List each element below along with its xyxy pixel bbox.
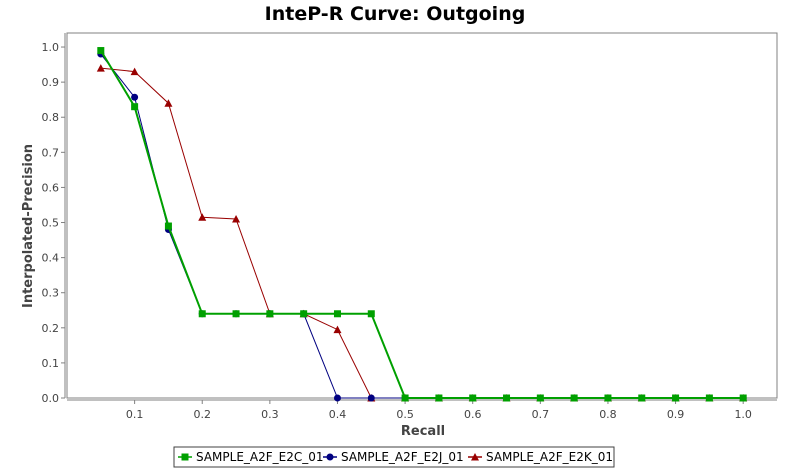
data-point (333, 325, 342, 334)
data-point (739, 394, 747, 402)
legend-label: SAMPLE_A2F_E2J_01 (341, 450, 464, 464)
y-tick-label: 1.0 (42, 41, 60, 54)
data-point (164, 222, 172, 230)
y-tick-label: 0.5 (42, 217, 60, 230)
data-point (198, 213, 207, 221)
x-tick-label: 0.2 (193, 408, 211, 421)
y-tick-label: 0.8 (42, 111, 60, 124)
data-point (232, 310, 240, 318)
data-point (638, 394, 646, 402)
x-tick-label: 0.3 (261, 408, 279, 421)
plot-area (66, 32, 778, 399)
legend: SAMPLE_A2F_E2C_01 SAMPLE_A2F_E2J_01 SAMPLE… (173, 446, 615, 468)
y-tick-label: 0.4 (42, 252, 60, 265)
legend-swatch-marker (326, 453, 334, 461)
data-point (435, 394, 443, 402)
series-line (99, 49, 744, 399)
data-point (604, 394, 612, 402)
data-point (130, 67, 139, 76)
data-point (401, 394, 409, 402)
legend-swatch-marker (181, 453, 189, 461)
legend-box (173, 446, 615, 468)
x-tick-label: 0.5 (396, 408, 414, 421)
legend-item: SAMPLE_A2F_E2J_01 (323, 450, 464, 464)
data-point (96, 64, 105, 72)
data-point (333, 394, 341, 402)
x-tick-label: 0.6 (464, 408, 482, 421)
data-point (570, 394, 578, 402)
data-point (131, 93, 139, 101)
data-point (266, 310, 274, 318)
y-tick-label: 0.2 (42, 322, 60, 335)
data-point (469, 394, 477, 402)
legend-item: SAMPLE_A2F_E2C_01 (178, 450, 324, 464)
series-SAMPLE_A2F_E2C_01 (97, 47, 747, 402)
x-tick-label: 0.1 (126, 408, 144, 421)
y-tick-label: 0.1 (42, 357, 60, 370)
x-tick-label: 1.0 (734, 408, 752, 421)
y-axis-label: Interpolated-Precision (21, 144, 36, 308)
data-point (536, 394, 544, 402)
data-point (300, 310, 308, 318)
y-tick-label: 0.0 (42, 392, 60, 405)
x-tick-label: 0.8 (599, 408, 617, 421)
x-tick-label: 0.7 (532, 408, 550, 421)
data-point (503, 394, 511, 402)
data-point (333, 310, 341, 318)
data-point (198, 310, 206, 318)
series-layer (96, 47, 748, 402)
legend-item: SAMPLE_A2F_E2K_01 (468, 450, 613, 464)
data-point (97, 47, 105, 55)
data-point (367, 310, 375, 318)
y-tick-label: 0.7 (42, 146, 60, 159)
y-tick-label: 0.9 (42, 76, 60, 89)
y-tick-label: 0.6 (42, 181, 60, 194)
data-point (705, 394, 713, 402)
chart-title: InteP-R Curve: Outgoing (265, 3, 526, 25)
data-point (672, 394, 680, 402)
x-axis-label: Recall (401, 424, 445, 439)
data-point (232, 215, 241, 223)
data-point (367, 394, 375, 402)
data-point (131, 103, 139, 111)
x-tick-label: 0.4 (329, 408, 347, 421)
legend-swatch-marker (471, 453, 479, 461)
data-point (164, 99, 173, 107)
x-tick-label: 0.9 (667, 408, 685, 421)
legend-label: SAMPLE_A2F_E2K_01 (486, 450, 613, 464)
axes: 0.0 0.1 0.2 0.3 0.4 0.5 0.6 0.7 0.8 0.9 1.0 0.1 0.2 0… (42, 33, 777, 421)
y-tick-label: 0.3 (42, 287, 60, 300)
legend-label: SAMPLE_A2F_E2C_01 (196, 450, 324, 464)
